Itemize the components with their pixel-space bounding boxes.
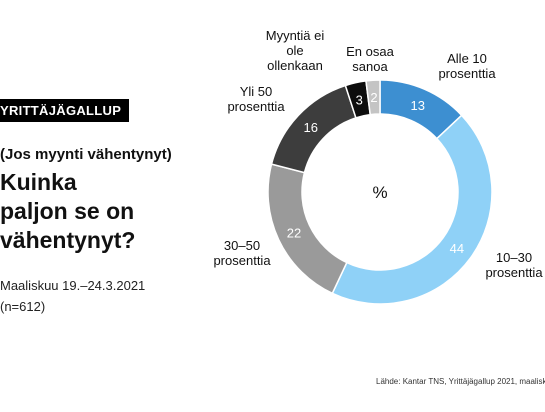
category-label-line: prosenttia bbox=[438, 66, 496, 81]
value-label-alle10: 13 bbox=[410, 98, 424, 113]
value-label-ei_ollenkaan: 3 bbox=[356, 92, 363, 107]
category-label-ei_ollenkaan: Myyntiä ei ole ollenkaan bbox=[266, 28, 325, 73]
value-label-en_osaa: 2 bbox=[370, 90, 377, 105]
donut-slice-en_osaa bbox=[365, 79, 381, 116]
category-label-line: prosenttia bbox=[227, 99, 285, 114]
category-label-p30_50: 30–50 prosenttia bbox=[213, 238, 271, 268]
category-label-en_osaa: En osaa sanoa bbox=[346, 44, 394, 74]
question-line-1: Kuinka bbox=[0, 169, 77, 195]
donut-slice-p10_30 bbox=[331, 114, 493, 305]
sample-size: (n=612) bbox=[0, 299, 46, 314]
category-label-line: Myyntiä ei bbox=[266, 28, 325, 43]
center-label: % bbox=[372, 183, 387, 202]
category-label-p10_30: 10–30 prosenttia bbox=[485, 250, 543, 280]
category-label-line: ollenkaan bbox=[267, 58, 323, 73]
category-label-line: Alle 10 bbox=[447, 51, 487, 66]
source-note: Lähde: Kantar TNS, Yrittäjägallup 2021, … bbox=[376, 377, 545, 386]
category-label-line: En osaa bbox=[346, 44, 394, 59]
badge-label: YRITTÄJÄGALLUP bbox=[0, 103, 122, 118]
yrittajagallup-badge: YRITTÄJÄGALLUP bbox=[0, 99, 130, 122]
question-line-3: vähentynyt? bbox=[0, 227, 136, 253]
question-condition: (Jos myynti vähentynyt) bbox=[0, 146, 172, 163]
survey-date: Maaliskuu 19.–24.3.2021 bbox=[0, 278, 146, 293]
value-label-p30_50: 22 bbox=[287, 225, 301, 240]
category-label-line: 10–30 bbox=[496, 250, 532, 265]
donut-slice-p30_50 bbox=[267, 163, 348, 295]
category-label-line: prosenttia bbox=[485, 265, 543, 280]
category-label-line: prosenttia bbox=[213, 253, 271, 268]
category-label-line: 30–50 bbox=[224, 238, 260, 253]
category-label-line: Yli 50 bbox=[240, 84, 273, 99]
category-label-yli50: Yli 50 prosenttia bbox=[227, 84, 285, 114]
category-label-alle10: Alle 10 prosenttia bbox=[438, 51, 496, 81]
question-line-2: paljon se on bbox=[0, 198, 135, 224]
value-label-p10_30: 44 bbox=[450, 241, 464, 256]
value-label-yli50: 16 bbox=[304, 120, 318, 135]
category-label-line: ole bbox=[286, 43, 303, 58]
question-title: Kuinka paljon se on vähentynyt? bbox=[0, 168, 175, 255]
category-label-line: sanoa bbox=[352, 59, 388, 74]
